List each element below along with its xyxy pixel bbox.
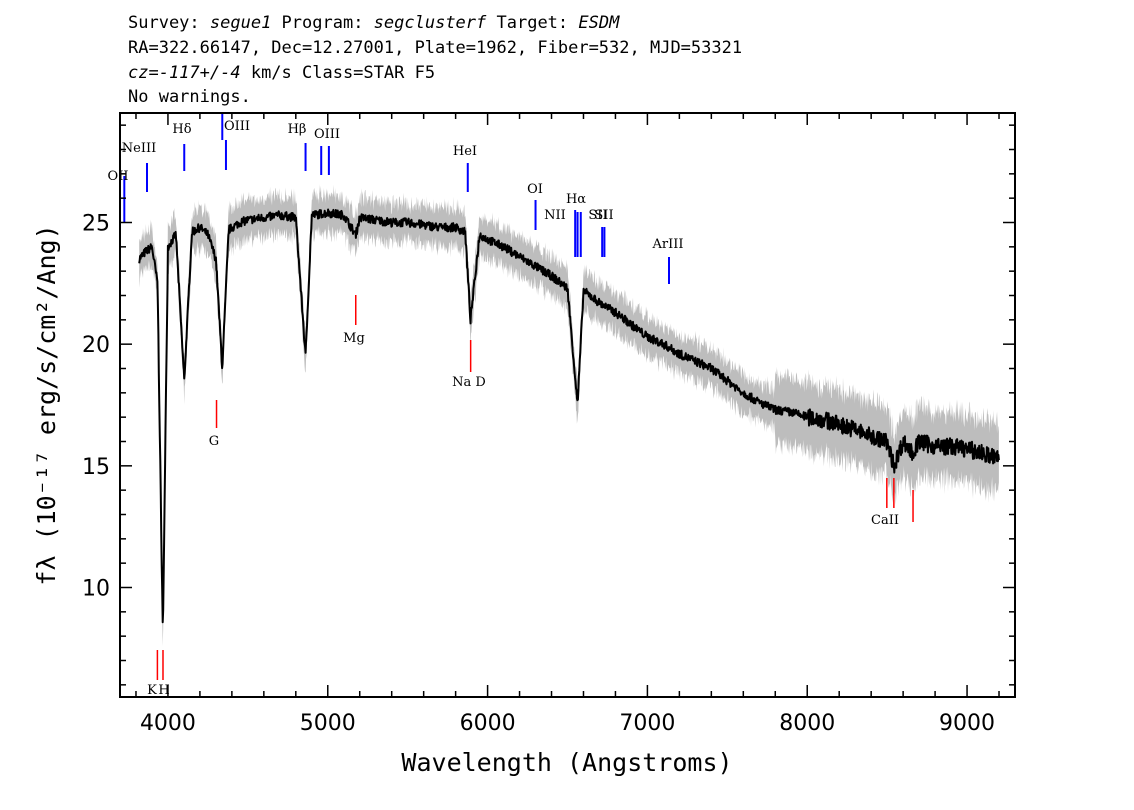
- target-value: ESDM: [578, 13, 620, 33]
- emission-line-label: Hα: [566, 192, 586, 207]
- emission-line-label: ArIII: [651, 237, 683, 252]
- y-axis-title: fλ (10⁻¹⁷ erg/s/cm²/Ang): [32, 224, 61, 585]
- y-tick-label: 25: [82, 212, 110, 237]
- header-line-2: RA=322.66147, Dec=12.27001, Plate=1962, …: [128, 38, 743, 58]
- absorption-line-label: Mg: [343, 331, 365, 346]
- error-band: [139, 184, 999, 647]
- absorption-line-label: Na D: [452, 375, 486, 390]
- emission-line-label: HeI: [453, 144, 477, 159]
- plot-frame: [119, 112, 1016, 698]
- emission-line-label: Hδ: [172, 122, 191, 137]
- y-tick-label: 20: [82, 333, 110, 358]
- x-axis-title: Wavelength (Angstroms): [401, 748, 732, 777]
- flux-line: [138, 208, 1000, 624]
- emission-line-label: NII: [544, 208, 566, 223]
- class-value: km/s Class=STAR F5: [240, 63, 436, 83]
- plot-border: [119, 112, 1016, 698]
- x-tick-label: 9000: [939, 711, 995, 736]
- redshift-value: cz=-117+/-4: [128, 63, 241, 83]
- header-line-4: No warnings.: [128, 87, 251, 107]
- emission-line-label: OII: [108, 169, 129, 184]
- emission-line-label: OIII: [224, 119, 250, 134]
- header-line-1: Survey: segue1 Program: segclusterf Targ…: [128, 13, 620, 33]
- emission-line-label: OIII: [314, 127, 340, 142]
- axis-ticks: 4000 5000 6000 7000 8000 9000 10 15 20 25: [82, 113, 1015, 736]
- x-tick-label: 6000: [460, 711, 516, 736]
- absorption-line-label: K: [147, 683, 157, 698]
- x-tick-label: 5000: [300, 711, 356, 736]
- x-tick-label: 4000: [140, 711, 196, 736]
- emission-line-label: SII: [588, 208, 607, 223]
- absorption-line-label: CaII: [871, 513, 899, 528]
- x-tick-label: 7000: [619, 711, 675, 736]
- y-tick-label: 15: [82, 455, 110, 480]
- flux-series: [138, 208, 1000, 624]
- absorption-line-label: H: [158, 683, 169, 698]
- y-axis-title-text: fλ (10⁻¹⁷ erg/s/cm²/Ang): [32, 224, 61, 585]
- survey-value: segue1: [209, 13, 272, 33]
- y-tick-label: 10: [82, 577, 110, 602]
- header-line-3: cz=-117+/-4 km/s Class=STAR F5: [128, 62, 435, 84]
- emission-line-label: OI: [527, 182, 543, 197]
- emission-line-label: NeIII: [122, 141, 156, 156]
- emission-line-label: Hβ: [288, 122, 307, 137]
- program-value: segclusterf: [373, 13, 487, 33]
- emission-line-label: SII: [594, 208, 613, 223]
- x-tick-label: 8000: [779, 711, 835, 736]
- error-band-area: [139, 184, 999, 647]
- absorption-line-label: G: [209, 434, 219, 449]
